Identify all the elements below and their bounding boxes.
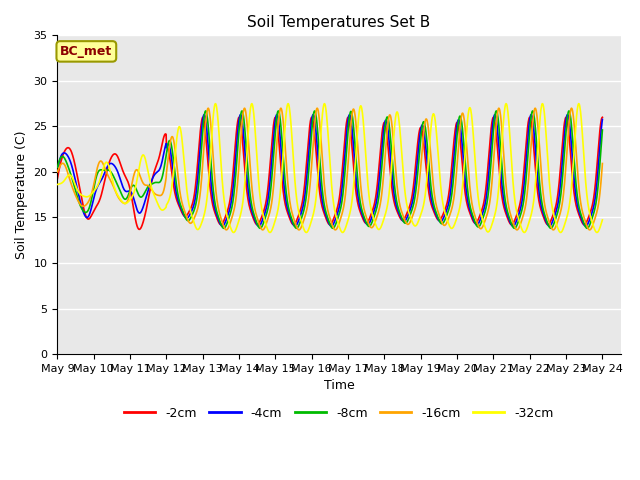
Line: -16cm: -16cm: [58, 108, 602, 230]
Y-axis label: Soil Temperature (C): Soil Temperature (C): [15, 131, 28, 259]
-4cm: [582, 223, 589, 229]
Text: BC_met: BC_met: [60, 45, 113, 58]
-4cm: [285, 210, 292, 216]
Line: -32cm: -32cm: [58, 104, 602, 232]
-4cm: [54, 167, 61, 172]
-32cm: [118, 198, 125, 204]
-8cm: [96, 168, 104, 173]
-16cm: [96, 159, 104, 165]
-32cm: [296, 214, 304, 219]
-32cm: [306, 224, 314, 229]
-2cm: [307, 120, 314, 126]
-8cm: [118, 192, 125, 198]
-32cm: [285, 101, 292, 107]
-8cm: [364, 222, 371, 228]
-4cm: [306, 136, 314, 142]
-16cm: [586, 227, 593, 233]
-2cm: [296, 207, 304, 213]
X-axis label: Time: Time: [324, 379, 355, 392]
-16cm: [296, 227, 304, 232]
-32cm: [575, 101, 582, 107]
-32cm: [598, 217, 606, 223]
-2cm: [598, 114, 606, 120]
-16cm: [118, 199, 125, 204]
-16cm: [54, 169, 61, 175]
-16cm: [598, 161, 606, 167]
-2cm: [364, 219, 372, 225]
Line: -2cm: -2cm: [58, 117, 602, 229]
-4cm: [296, 214, 304, 220]
-8cm: [296, 220, 304, 226]
-32cm: [593, 229, 601, 235]
-4cm: [118, 181, 125, 187]
-8cm: [54, 164, 61, 170]
-4cm: [364, 222, 371, 228]
-8cm: [306, 154, 314, 160]
-2cm: [54, 176, 61, 181]
-16cm: [285, 189, 292, 194]
Title: Soil Temperatures Set B: Soil Temperatures Set B: [247, 15, 431, 30]
-4cm: [564, 112, 572, 118]
-4cm: [96, 180, 104, 186]
-8cm: [598, 127, 606, 133]
-8cm: [583, 226, 591, 231]
-2cm: [118, 165, 125, 171]
-8cm: [285, 205, 292, 211]
-16cm: [306, 186, 314, 192]
-32cm: [364, 178, 371, 183]
-4cm: [598, 117, 606, 122]
-16cm: [568, 105, 575, 111]
-8cm: [565, 108, 573, 114]
-2cm: [136, 227, 143, 232]
-2cm: [96, 197, 104, 203]
Line: -8cm: -8cm: [58, 111, 602, 228]
-32cm: [54, 181, 61, 187]
-2cm: [285, 214, 293, 219]
-32cm: [96, 178, 104, 184]
-16cm: [364, 217, 371, 223]
Legend: -2cm, -4cm, -8cm, -16cm, -32cm: -2cm, -4cm, -8cm, -16cm, -32cm: [119, 402, 559, 425]
Line: -4cm: -4cm: [58, 115, 602, 226]
